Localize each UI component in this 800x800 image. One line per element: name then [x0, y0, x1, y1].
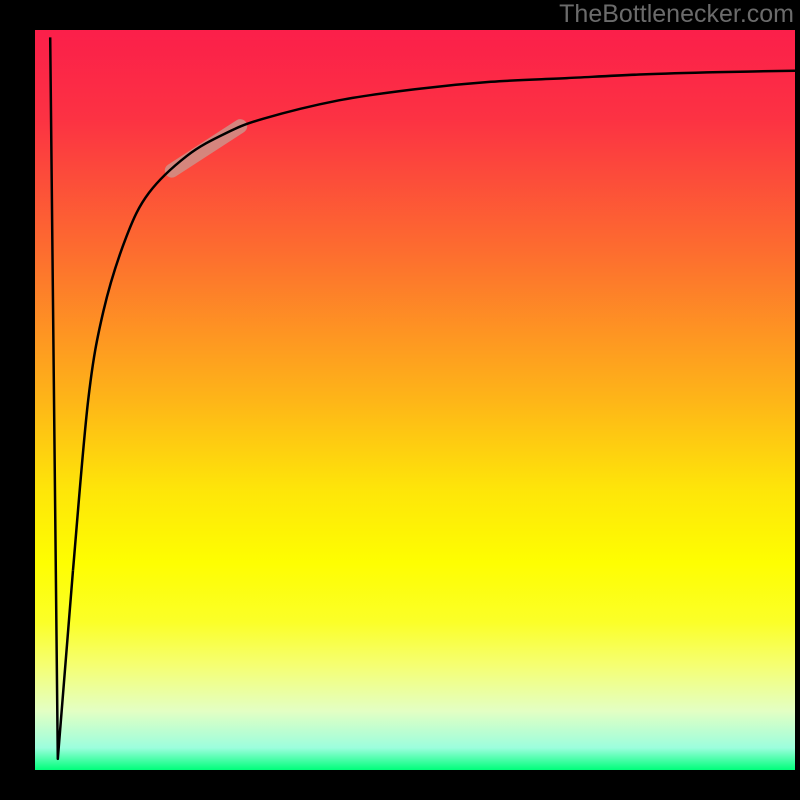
bottleneck-chart [35, 30, 795, 770]
watermark-text: TheBottlenecker.com [559, 0, 794, 29]
chart-wrapper: TheBottlenecker.com [0, 0, 800, 800]
gradient-background [35, 30, 795, 770]
